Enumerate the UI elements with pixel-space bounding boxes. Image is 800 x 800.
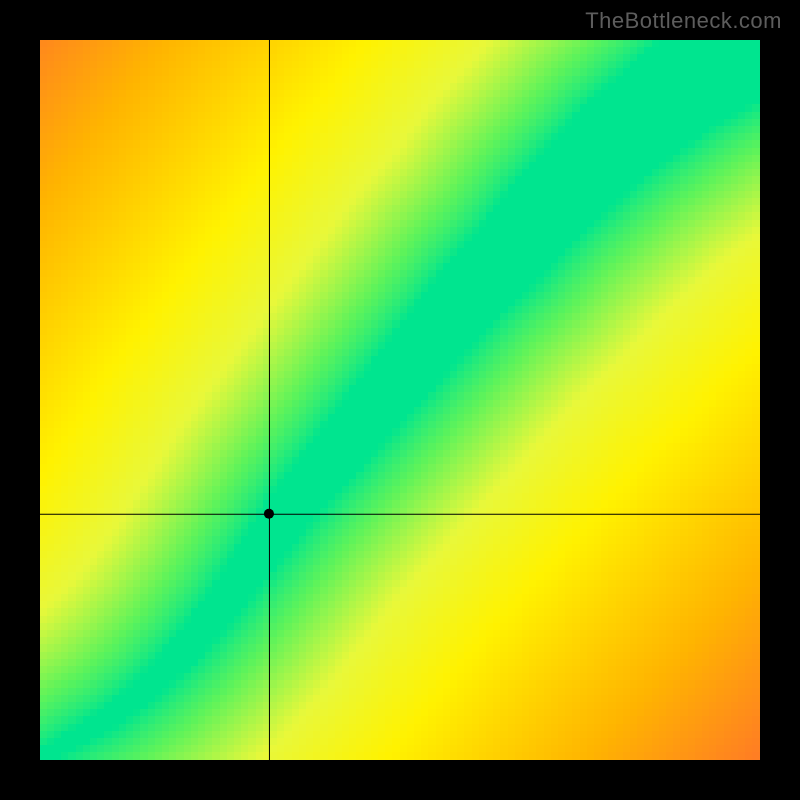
chart-container: TheBottleneck.com	[0, 0, 800, 800]
watermark-text: TheBottleneck.com	[585, 8, 782, 34]
heatmap-canvas	[40, 40, 760, 760]
